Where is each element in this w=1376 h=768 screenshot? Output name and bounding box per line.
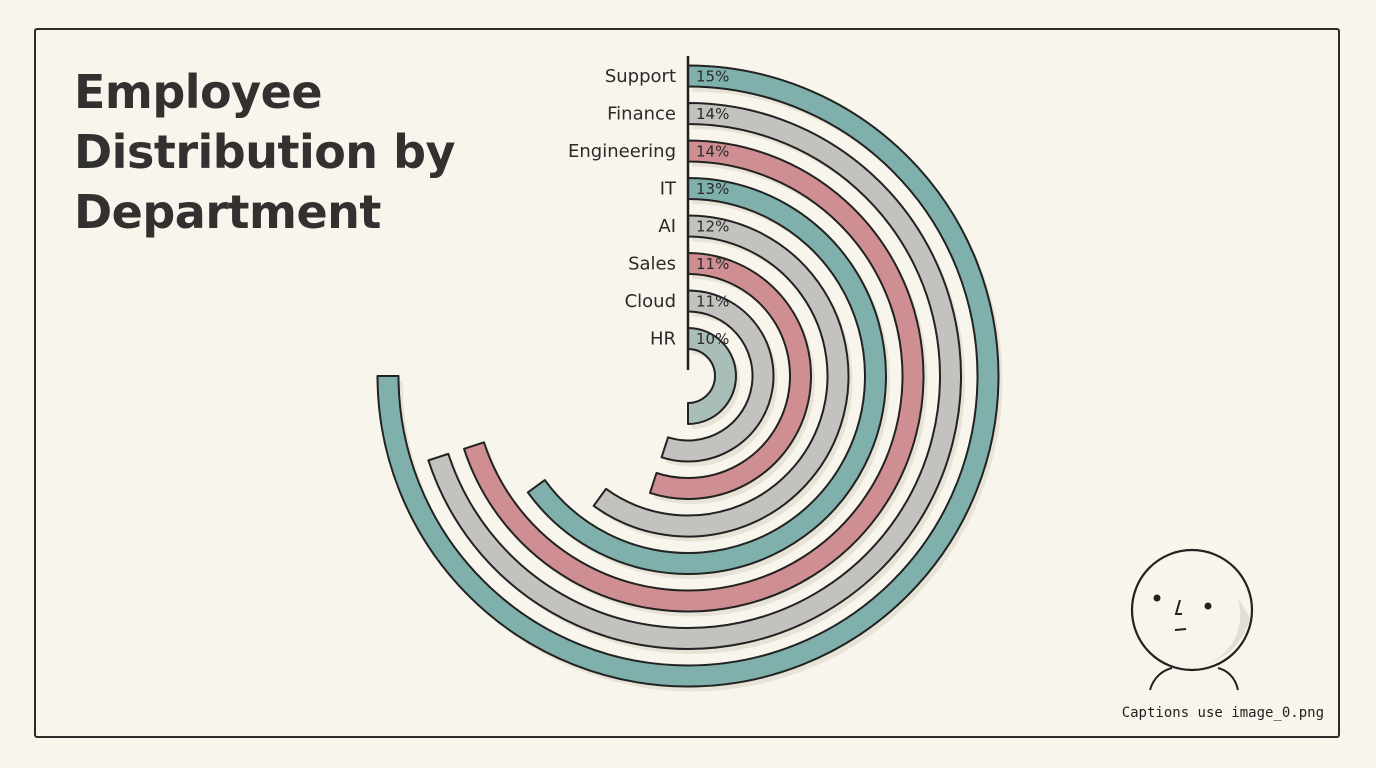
bar-sales (648, 252, 812, 500)
category-label-support: Support (605, 66, 676, 87)
bar-engineering (463, 139, 925, 613)
bar-shadow-support (381, 70, 1003, 692)
value-label-finance: 14% (696, 105, 729, 123)
category-label-ai: AI (658, 216, 676, 237)
label-group: Support 15% Finance 14% Engineering 14% IT 13% A… (568, 66, 729, 350)
category-label-hr: HR (650, 329, 676, 350)
value-label-hr: 10% (696, 330, 729, 348)
bar-group (376, 64, 1003, 692)
caption: Captions use image_0.png (1121, 705, 1324, 721)
bar-hr (687, 327, 737, 425)
category-label-engineering: Engineering (568, 141, 676, 162)
value-label-support: 15% (696, 68, 729, 86)
category-label-finance: Finance (607, 104, 676, 125)
value-label-ai: 12% (696, 218, 729, 236)
value-label-sales: 11% (696, 255, 729, 273)
bar-finance (427, 102, 962, 650)
bar-ai (592, 214, 850, 538)
category-label-sales: Sales (628, 254, 676, 275)
value-label-cloud: 11% (696, 293, 729, 311)
value-label-engineering: 14% (696, 143, 729, 161)
smiley-face-icon (1130, 548, 1254, 691)
bar-cloud (660, 289, 775, 463)
chart-frame (34, 28, 1340, 738)
value-label-it: 13% (696, 180, 729, 198)
category-label-it: IT (660, 179, 677, 200)
chart-title: Employee Distribution by Department (74, 65, 455, 239)
category-label-cloud: Cloud (625, 291, 676, 312)
bar-support (376, 64, 1000, 688)
bar-it (526, 177, 887, 575)
